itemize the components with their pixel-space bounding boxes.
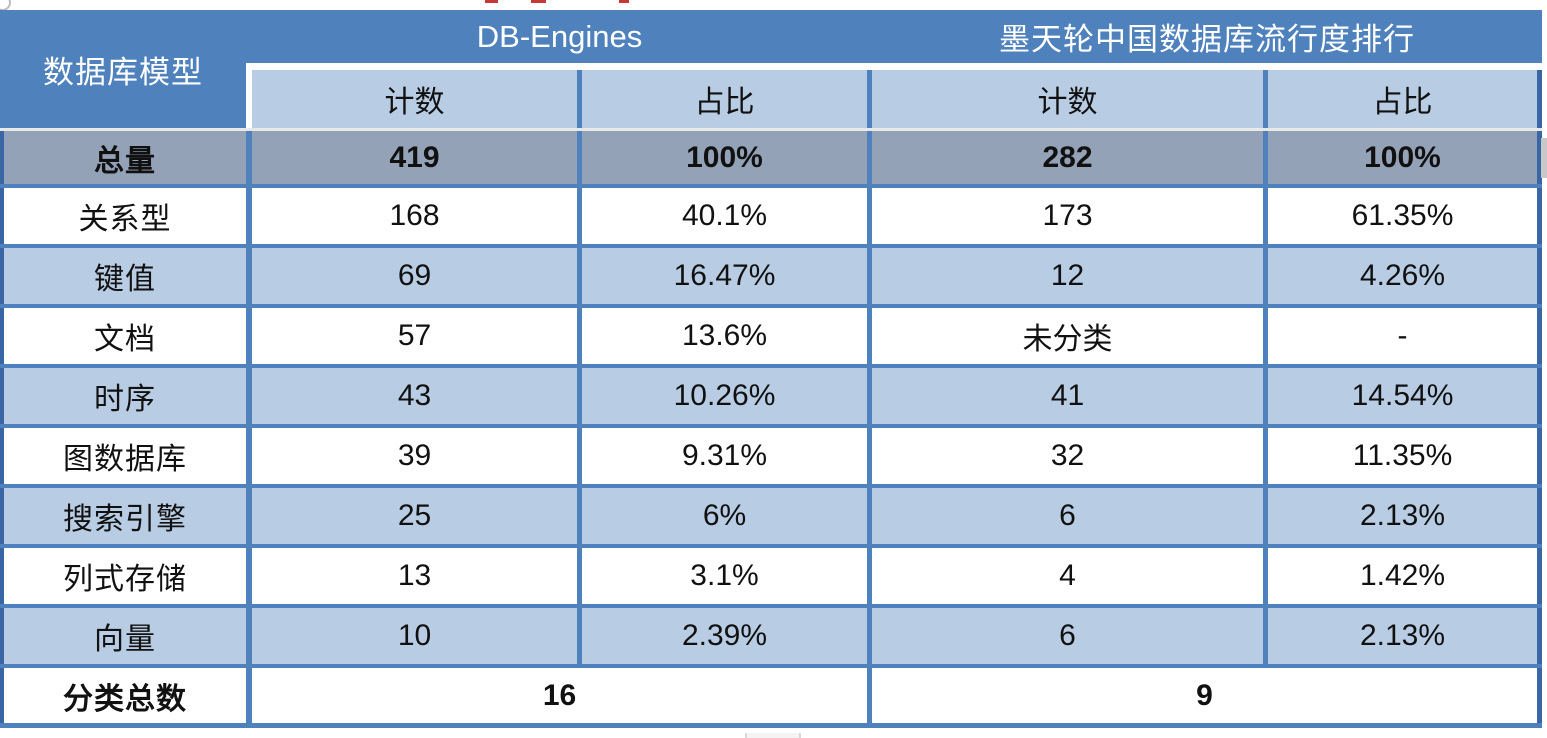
row-label: 分类总数 [0,668,252,723]
table-row: 列式存储 13 3.1% 4 1.42% [0,548,1542,608]
cell-db-count: 39 [252,428,582,484]
cell-db-share: 40.1% [582,188,872,244]
cell-db-count: 13 [252,548,582,604]
vertical-scrollbar-thumb[interactable] [1541,138,1547,178]
row-label: 搜索引擎 [0,488,252,544]
cell-db-share: 6% [582,488,872,544]
cell-db-count: 10 [252,608,582,664]
cell-mtl-count: 未分类 [872,308,1268,364]
cell-db-category-total: 16 [252,668,872,723]
cell-db-share: 2.39% [582,608,872,664]
cell-db-count: 57 [252,308,582,364]
cell-mtl-share: 2.13% [1268,608,1542,664]
subheader-row: 计数 占比 计数 占比 [252,70,1542,128]
cell-db-count: 419 [252,131,582,184]
cell-mtl-category-total: 9 [872,668,1542,723]
table-row: 关系型 168 40.1% 173 61.35% [0,188,1542,248]
cell-db-share: 3.1% [582,548,872,604]
header-band [0,10,1542,63]
horizontal-scrollbar-thumb[interactable] [745,733,801,738]
cell-db-count: 43 [252,368,582,424]
cell-mtl-count: 6 [872,488,1268,544]
cell-db-count: 25 [252,488,582,544]
table-row: 图数据库 39 9.31% 32 11.35% [0,428,1542,488]
red-underline-artifact [485,0,498,3]
cell-mtl-count: 12 [872,248,1268,304]
red-underline-artifact [531,0,546,3]
cell-db-share: 16.47% [582,248,872,304]
cell-mtl-share: 4.26% [1268,248,1542,304]
table-row: 搜索引擎 25 6% 6 2.13% [0,488,1542,548]
row-label: 总量 [0,131,252,184]
corner-header-label: 数据库模型 [43,54,203,90]
cell-mtl-share: 2.13% [1268,488,1542,544]
subheader-mtl-share: 占比 [1268,70,1542,128]
red-underline-artifact [619,0,629,3]
subheader-db-share: 占比 [582,70,872,128]
cell-mtl-count: 173 [872,188,1268,244]
cell-mtl-count: 41 [872,368,1268,424]
cell-db-count: 168 [252,188,582,244]
table-row: 时序 43 10.26% 41 14.54% [0,368,1542,428]
cell-db-share: 9.31% [582,428,872,484]
cell-mtl-count: 6 [872,608,1268,664]
cell-mtl-share: 11.35% [1268,428,1542,484]
cell-mtl-share: 100% [1268,131,1542,184]
category-total-row: 分类总数 16 9 [0,668,1542,728]
row-label: 文档 [0,308,252,364]
cell-mtl-share: 14.54% [1268,368,1542,424]
row-label: 关系型 [0,188,252,244]
header-group-db-engines: DB-Engines [476,18,643,54]
cell-mtl-share: - [1268,308,1542,364]
subheader-mtl-count: 计数 [872,70,1268,128]
cell-mtl-count: 4 [872,548,1268,604]
table-row: 键值 69 16.47% 12 4.26% [0,248,1542,308]
table-body: 总量 419 100% 282 100% 关系型 168 40.1% 173 6… [0,128,1542,728]
header-group-motianlun: 墨天轮中国数据库流行度排行 [999,22,1415,57]
db-comparison-table: 数据库模型 DB-Engines 墨天轮中国数据库流行度排行 计数 占比 计数 … [0,10,1542,733]
cell-mtl-count: 282 [872,131,1268,184]
row-label: 键值 [0,248,252,304]
row-label: 向量 [0,608,252,664]
table-row: 向量 10 2.39% 6 2.13% [0,608,1542,668]
table-row: 文档 57 13.6% 未分类 - [0,308,1542,368]
corner-header-cell: 数据库模型 [0,10,246,128]
cell-mtl-count: 32 [872,428,1268,484]
row-label: 图数据库 [0,428,252,484]
cell-mtl-share: 1.42% [1268,548,1542,604]
row-label: 列式存储 [0,548,252,604]
cell-db-share: 13.6% [582,308,872,364]
cell-mtl-share: 61.35% [1268,188,1542,244]
row-label: 时序 [0,368,252,424]
cell-db-count: 69 [252,248,582,304]
cell-db-share: 10.26% [582,368,872,424]
total-row: 总量 419 100% 282 100% [0,128,1542,188]
subheader-db-count: 计数 [252,70,582,128]
cell-db-share: 100% [582,131,872,184]
